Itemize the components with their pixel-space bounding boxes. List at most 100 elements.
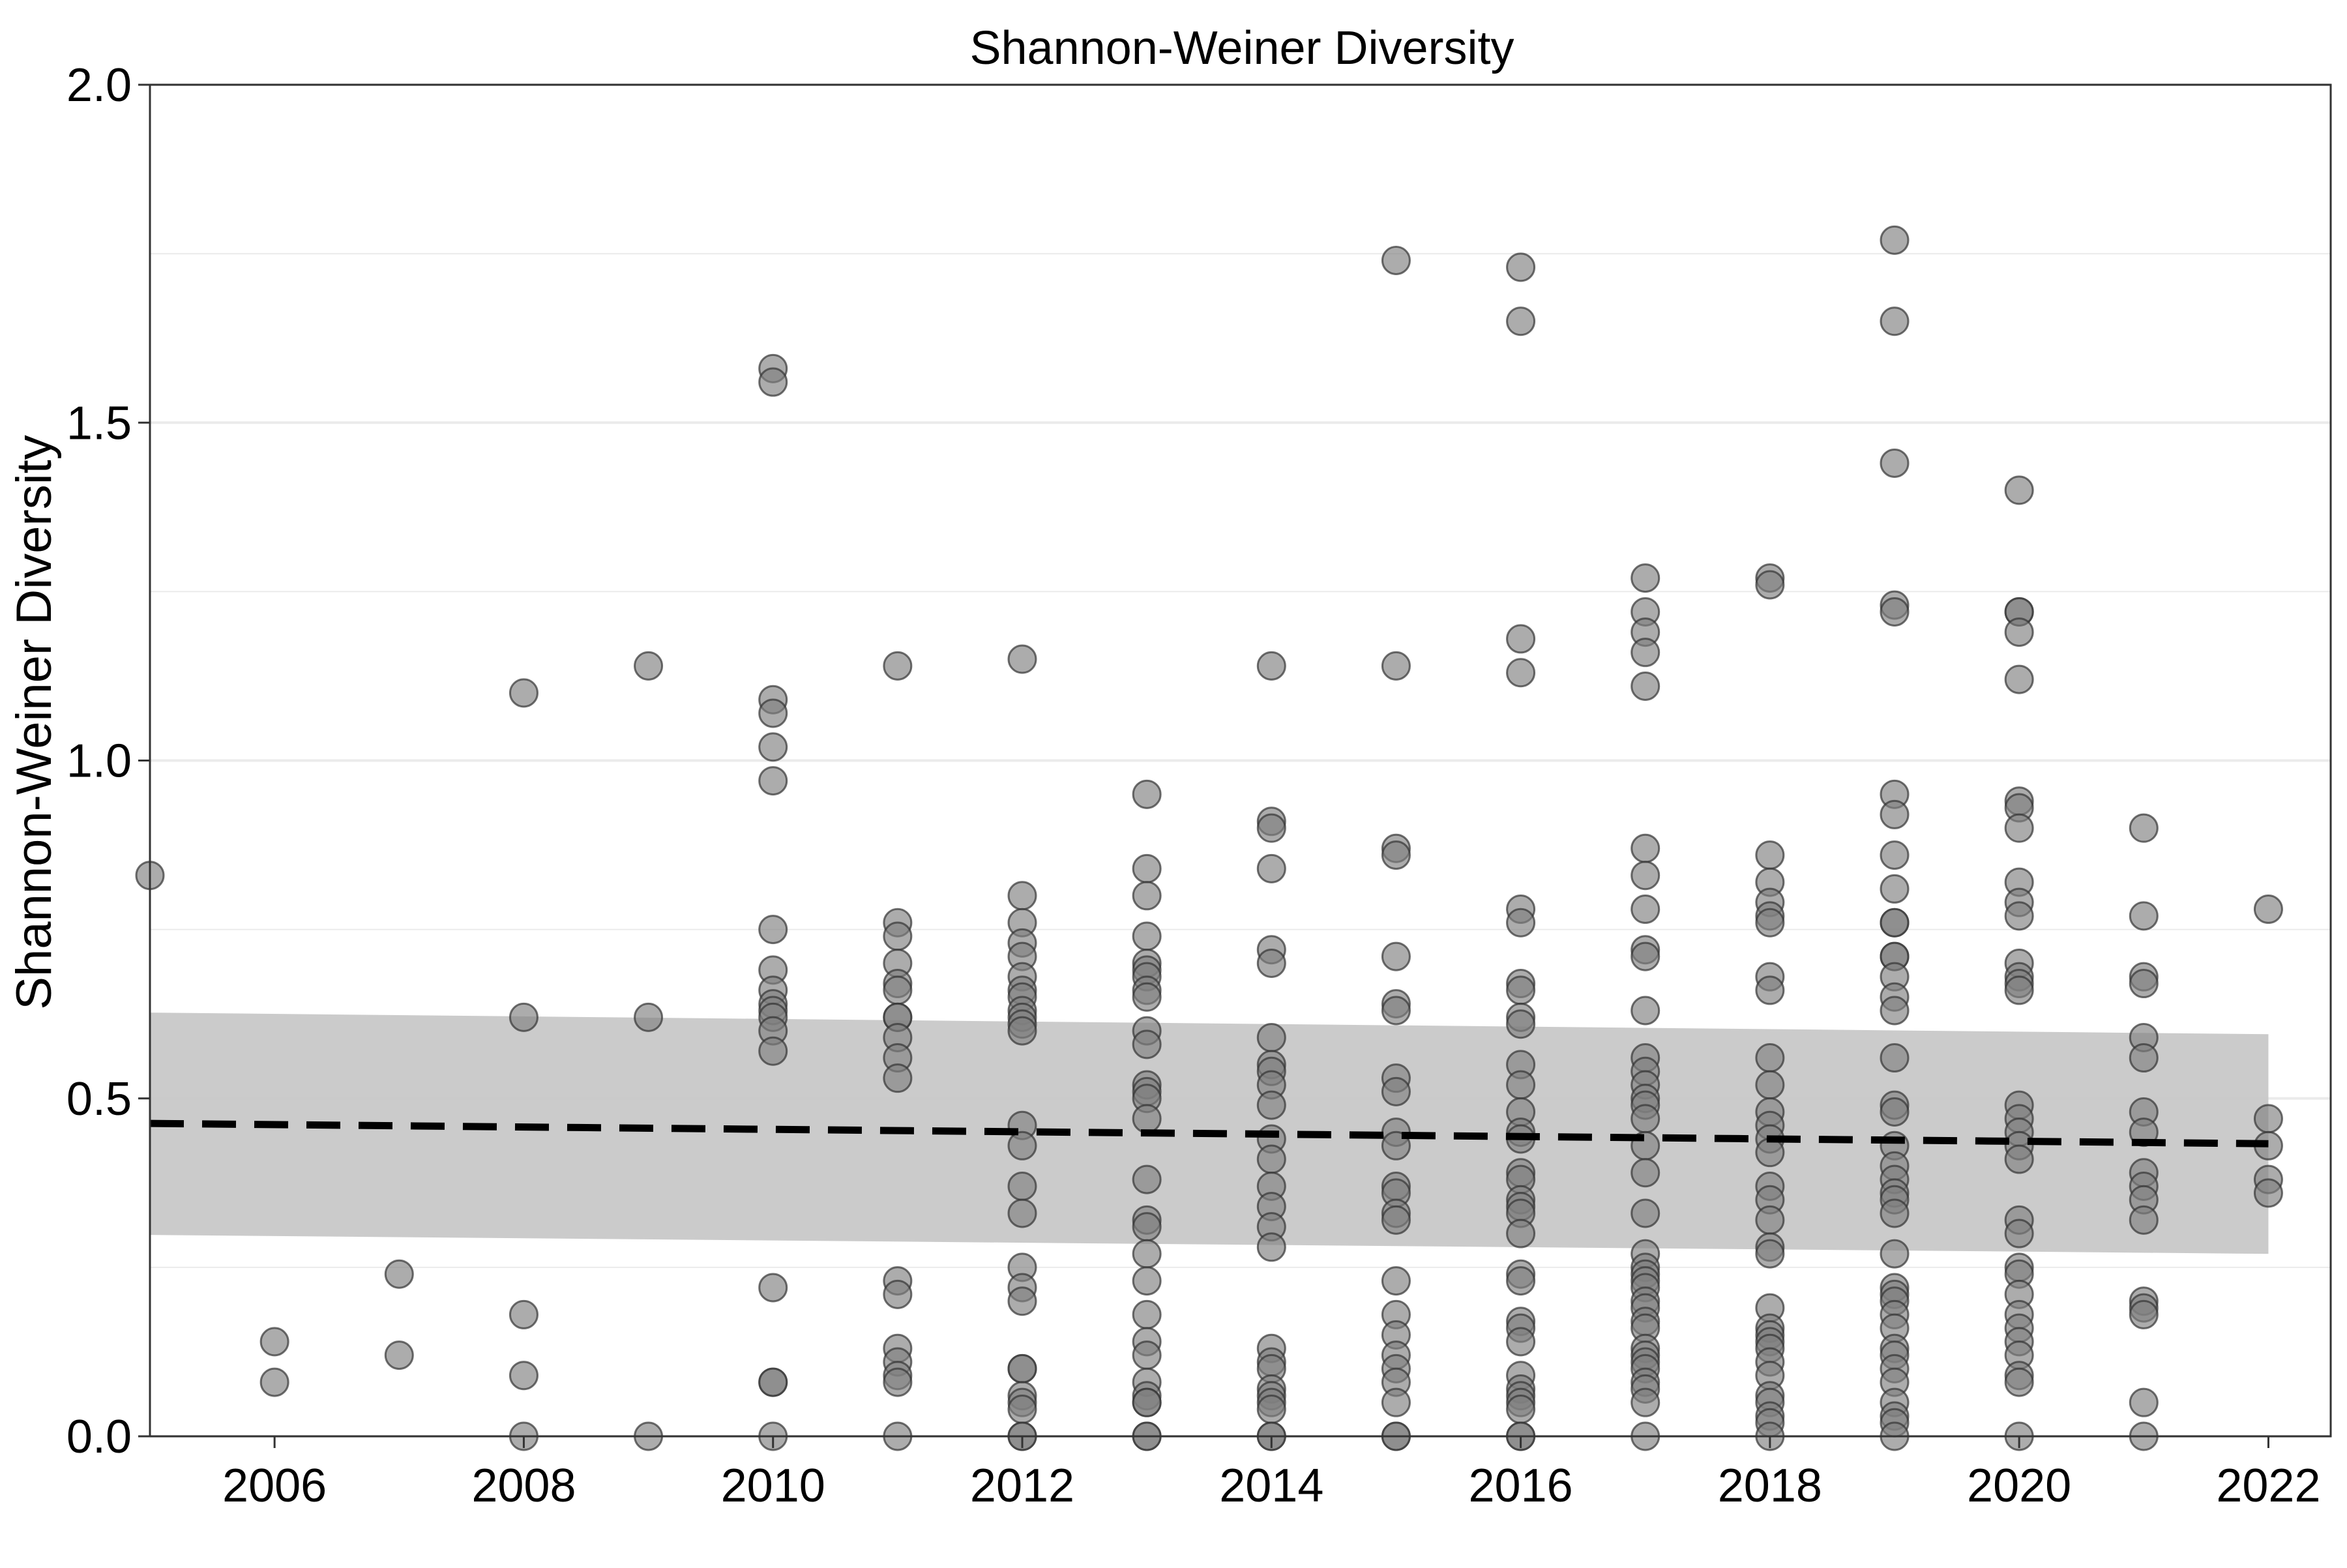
data-point bbox=[883, 1063, 913, 1093]
data-point bbox=[1007, 1131, 1037, 1161]
data-point bbox=[634, 651, 664, 681]
data-point bbox=[1506, 252, 1536, 282]
data-point bbox=[1880, 840, 1910, 870]
data-point bbox=[1631, 1387, 1661, 1417]
data-point bbox=[1506, 658, 1536, 688]
data-point bbox=[1631, 861, 1661, 891]
data-point bbox=[634, 1002, 664, 1032]
y-tick-label: 0.0 bbox=[66, 1411, 132, 1463]
data-point bbox=[1631, 941, 1661, 971]
data-point bbox=[2129, 1387, 2159, 1417]
data-point bbox=[259, 1367, 289, 1397]
data-point bbox=[1880, 448, 1910, 478]
data-point bbox=[1631, 895, 1661, 925]
data-point bbox=[2004, 617, 2034, 647]
data-point bbox=[1755, 1070, 1785, 1100]
data-point bbox=[1132, 853, 1162, 883]
data-point bbox=[883, 1279, 913, 1309]
data-point bbox=[2253, 895, 2283, 925]
data-point bbox=[2004, 1367, 2034, 1397]
data-point bbox=[1381, 1266, 1411, 1296]
x-tick-label: 2012 bbox=[970, 1460, 1074, 1512]
data-point bbox=[1132, 1164, 1162, 1194]
data-point bbox=[1880, 799, 1910, 829]
data-point bbox=[758, 1367, 788, 1397]
data-point bbox=[2004, 975, 2034, 1005]
data-point bbox=[1755, 1205, 1785, 1235]
data-point bbox=[384, 1259, 414, 1289]
data-point bbox=[1506, 975, 1536, 1005]
x-tick-label: 2006 bbox=[222, 1460, 327, 1512]
data-point bbox=[1132, 1104, 1162, 1134]
data-point bbox=[1381, 1205, 1411, 1235]
data-point bbox=[1880, 1043, 1910, 1073]
data-point bbox=[2129, 813, 2159, 843]
data-point bbox=[1506, 1327, 1536, 1357]
data-point bbox=[1256, 651, 1286, 681]
data-point bbox=[1880, 996, 1910, 1026]
y-tick-label: 2.0 bbox=[66, 59, 132, 111]
data-point bbox=[1880, 306, 1910, 336]
data-point bbox=[1132, 1340, 1162, 1370]
data-point bbox=[1880, 1097, 1910, 1127]
data-point bbox=[2129, 1205, 2159, 1235]
data-point bbox=[1506, 1395, 1536, 1425]
data-point bbox=[1132, 881, 1162, 911]
y-tick-label: 1.5 bbox=[66, 397, 132, 449]
data-point bbox=[1755, 975, 1785, 1005]
data-point bbox=[883, 1367, 913, 1397]
y-tick-label: 0.5 bbox=[66, 1073, 132, 1125]
data-point bbox=[1631, 1198, 1661, 1228]
data-point bbox=[1256, 1232, 1286, 1262]
data-point bbox=[1506, 1266, 1536, 1296]
data-point bbox=[1506, 1009, 1536, 1039]
data-point bbox=[1132, 1266, 1162, 1296]
data-point bbox=[1381, 651, 1411, 681]
data-point bbox=[1381, 840, 1411, 870]
data-point bbox=[758, 766, 788, 796]
data-point bbox=[2004, 1144, 2034, 1174]
data-point bbox=[1007, 881, 1037, 911]
data-point bbox=[1381, 1076, 1411, 1106]
data-point bbox=[1132, 779, 1162, 809]
tick-labels: 2006 2008 2010 2012 2014 2016 2018 2020 2022 0.0 0… bbox=[66, 59, 2321, 1512]
data-point bbox=[259, 1327, 289, 1357]
x-tick-label: 2016 bbox=[1468, 1460, 1572, 1512]
data-point bbox=[1631, 996, 1661, 1026]
data-point bbox=[1631, 638, 1661, 668]
data-point bbox=[1007, 644, 1037, 674]
data-point bbox=[2129, 969, 2159, 999]
data-point bbox=[509, 678, 539, 708]
data-point bbox=[1256, 1090, 1286, 1120]
data-point bbox=[1880, 597, 1910, 627]
data-point bbox=[2004, 475, 2034, 505]
x-tick-label: 2008 bbox=[471, 1460, 576, 1512]
data-point bbox=[1880, 874, 1910, 904]
x-tick-label: 2010 bbox=[721, 1460, 825, 1512]
data-point bbox=[1506, 624, 1536, 654]
data-point bbox=[1381, 941, 1411, 971]
x-tick-label: 2014 bbox=[1219, 1460, 1323, 1512]
data-point bbox=[1631, 1104, 1661, 1134]
trend-line bbox=[149, 1119, 2269, 1147]
y-tick-label: 1.0 bbox=[66, 735, 132, 788]
data-point bbox=[883, 651, 913, 681]
data-point bbox=[1381, 996, 1411, 1026]
data-point bbox=[2004, 901, 2034, 931]
data-point bbox=[1007, 1395, 1037, 1425]
data-point bbox=[1880, 225, 1910, 255]
data-point bbox=[1132, 982, 1162, 1012]
data-point bbox=[883, 975, 913, 1005]
data-point bbox=[2129, 1043, 2159, 1073]
data-point bbox=[1880, 1198, 1910, 1228]
trend-line-layer bbox=[149, 1119, 2269, 1147]
data-point bbox=[1256, 1395, 1286, 1425]
data-point bbox=[1880, 1239, 1910, 1269]
data-point bbox=[1506, 306, 1536, 336]
data-point bbox=[1631, 833, 1661, 863]
data-points bbox=[135, 225, 2283, 1451]
data-point bbox=[758, 732, 788, 762]
data-point bbox=[1007, 1016, 1037, 1046]
